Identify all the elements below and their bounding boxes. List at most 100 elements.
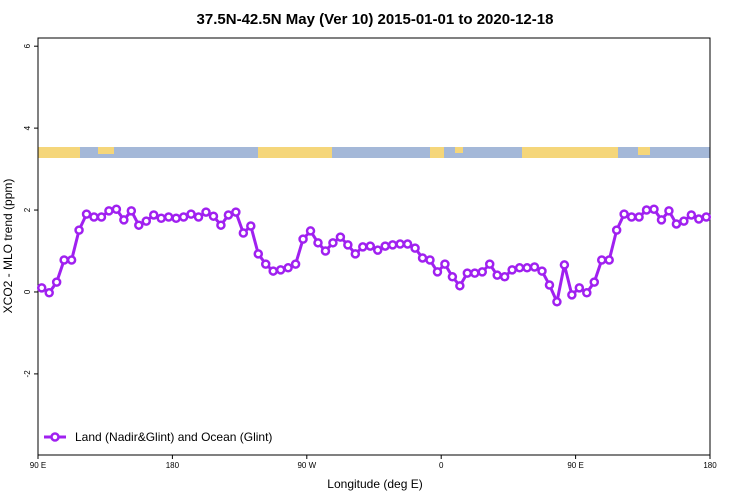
y-tick-label: 6 (23, 43, 32, 48)
x-tick-label: 0 (439, 461, 444, 470)
data-point (492, 270, 502, 280)
data-point (89, 212, 99, 222)
data-point (268, 266, 278, 276)
data-point (626, 212, 637, 222)
data-point (679, 216, 689, 226)
x-tick-label: 90 E (30, 461, 46, 470)
x-axis-label: Longitude (deg E) (327, 477, 422, 491)
data-point (313, 238, 323, 248)
data-point (582, 288, 592, 298)
y-tick-label: -2 (23, 370, 32, 378)
data-point (290, 259, 301, 269)
y-tick-label: 4 (23, 125, 32, 130)
data-point (664, 206, 674, 216)
data-point (596, 255, 607, 265)
data-point (186, 209, 196, 219)
data-point (686, 210, 697, 220)
data-point (328, 238, 338, 248)
data-point (447, 272, 458, 282)
x-tick-label: 90 E (567, 461, 583, 470)
data-point (455, 281, 465, 291)
x-tick-label: 90 W (297, 461, 316, 470)
data-point (305, 226, 316, 236)
data-point (649, 204, 659, 214)
data-point (156, 213, 166, 223)
data-point (559, 260, 570, 270)
x-tick-label: 180 (703, 461, 717, 470)
data-point (425, 255, 435, 265)
data-point (201, 207, 211, 217)
data-point (380, 241, 390, 251)
y-axis-label: XCO2 - MLO trend (ppm) (1, 179, 15, 314)
data-point (484, 259, 495, 269)
data-point (529, 262, 540, 272)
x-tick-label: 180 (166, 461, 180, 470)
data-point (634, 212, 644, 222)
data-point (320, 246, 331, 256)
y-tick-label: 2 (23, 207, 32, 212)
data-point (440, 259, 450, 269)
data-point (387, 240, 398, 250)
data-point (246, 221, 256, 231)
data-point (350, 249, 361, 259)
data-point (81, 209, 92, 219)
data-point (119, 215, 129, 225)
data-point (260, 259, 271, 269)
data-point (410, 243, 420, 253)
data-point (462, 268, 473, 278)
data-point (66, 255, 77, 265)
data-point (507, 265, 517, 275)
data-point (589, 277, 600, 287)
map-strip (38, 147, 710, 158)
plot-frame (37, 37, 711, 456)
data-point (51, 277, 62, 287)
data-point (514, 263, 525, 273)
data-point (522, 263, 532, 273)
y-tick-label: 0 (23, 289, 32, 294)
data-point (111, 204, 122, 214)
data-point (193, 212, 204, 222)
data-point (335, 232, 346, 242)
data-point (178, 212, 189, 222)
data-point (148, 210, 159, 220)
data-point (432, 267, 443, 277)
data-point (544, 280, 555, 290)
data-point (163, 212, 174, 222)
data-point (231, 207, 241, 217)
data-point (96, 212, 107, 222)
data-point (694, 214, 704, 224)
data-point (671, 219, 682, 229)
data-point (59, 255, 69, 265)
data-point (208, 211, 219, 221)
data-point (574, 283, 585, 293)
data-point (358, 242, 368, 252)
data-point (283, 263, 293, 273)
data-point (253, 249, 264, 259)
data-point (171, 213, 181, 223)
data-point (216, 220, 226, 230)
data-point (701, 212, 712, 222)
data-point (223, 210, 234, 220)
data-point (537, 266, 547, 276)
data-point (552, 297, 562, 307)
data-point (372, 245, 383, 255)
data-point (477, 267, 488, 277)
data-point (343, 240, 353, 250)
data-point (611, 225, 622, 235)
data-point (104, 206, 114, 216)
data-point (134, 220, 144, 230)
data-point (417, 253, 428, 263)
chart-title: 37.5N-42.5N May (Ver 10) 2015-01-01 to 2… (197, 11, 554, 28)
data-point (604, 255, 614, 265)
data-point (298, 234, 308, 244)
legend-label: Land (Nadir&Glint) and Ocean (Glint) (75, 430, 272, 444)
data-point (656, 215, 667, 225)
data-point (44, 288, 54, 298)
data-point (36, 283, 47, 293)
data-point (567, 290, 577, 300)
data-point (499, 272, 510, 282)
data-point (141, 216, 152, 226)
data-point (74, 225, 84, 235)
data-point (619, 209, 629, 219)
